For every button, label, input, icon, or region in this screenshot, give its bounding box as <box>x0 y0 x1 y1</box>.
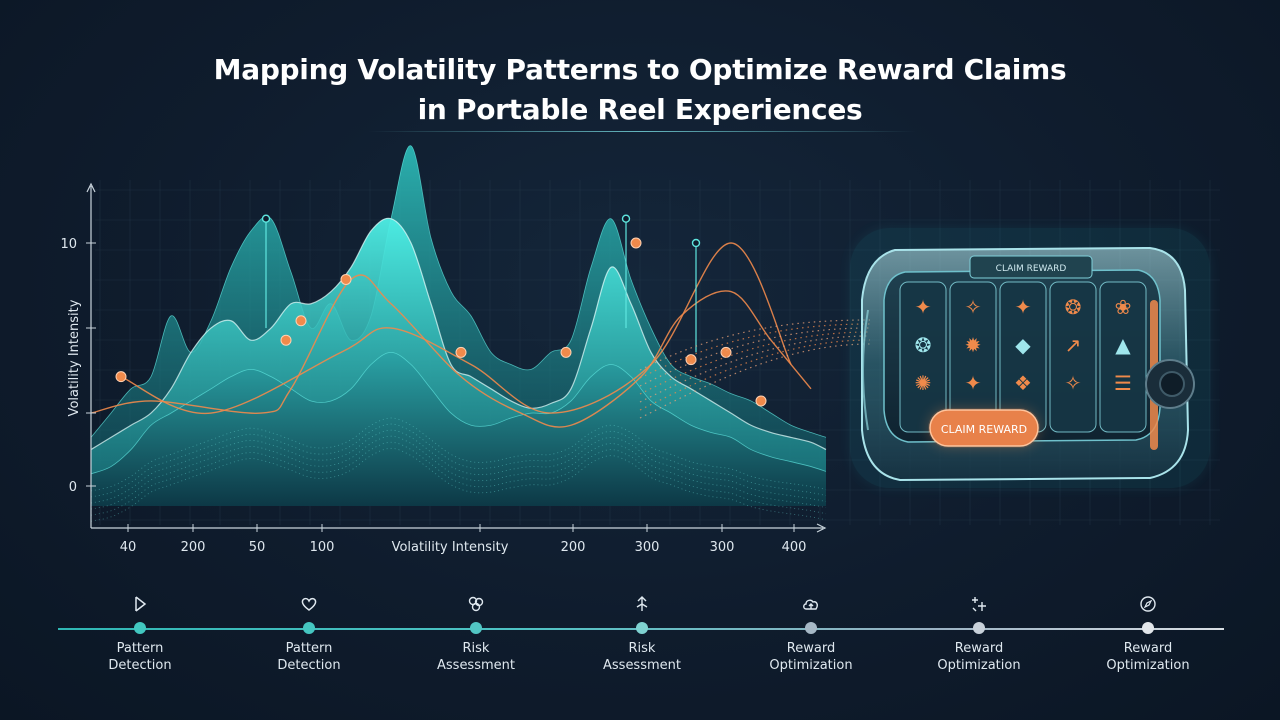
reel-top-plate <box>969 255 1093 279</box>
orange-marker <box>280 334 292 346</box>
reel-symbol-icon: ✦ <box>965 371 982 395</box>
reel-symbol-icon: ✧ <box>965 295 982 319</box>
pin-marker <box>621 214 631 223</box>
reel-top-label: CLAIM REWARD <box>996 264 1067 274</box>
chart-areas <box>90 145 827 522</box>
reel-symbol-icon: ❀ <box>1115 295 1132 319</box>
orange-marker <box>685 354 697 366</box>
pin-marker <box>261 214 271 223</box>
y-axis-label: Volatility Intensity <box>67 299 82 416</box>
claim-reward-button-label: CLAIM REWARD <box>941 423 1027 436</box>
x-tick-label: 300 <box>635 540 660 555</box>
dotted-wave-5 <box>90 441 827 516</box>
dotted-wave-3 <box>90 429 827 504</box>
orange-curve-2 <box>90 274 812 428</box>
stream-line <box>639 327 871 387</box>
orange-marker <box>295 315 307 327</box>
reel-machine: CLAIM REWARD ✦ ❂ ✺ ✧ ✹ ✦ ✦ ◆ ❖ ❂ ↗ ✧ ❀ ▲ ☰ CLAIM REWAR… <box>850 228 1210 488</box>
title-line-2: in Portable Reel Experiences <box>417 93 863 126</box>
pin-marker <box>691 238 701 248</box>
x-axis-label: Volatility Intensity <box>392 540 509 555</box>
area-series-1-edge <box>90 145 827 438</box>
y-tick-label: 10 <box>60 237 77 252</box>
orange-marker <box>115 371 127 383</box>
area-series-3-edge <box>90 351 827 475</box>
orange-marker <box>755 395 767 407</box>
x-tick-label: 200 <box>181 540 206 555</box>
page-title: Mapping Volatility Patterns to Optimize … <box>0 50 1280 130</box>
reel-symbol-icon: ▲ <box>1115 333 1131 357</box>
dotted-wave-6 <box>90 447 827 522</box>
reel-symbol-icon: ❂ <box>915 333 932 357</box>
orange-marker <box>560 346 572 358</box>
orange-marker <box>720 346 732 358</box>
reel-symbol-icon: ✦ <box>1015 295 1032 319</box>
reel-symbol-icon: ↗ <box>1065 333 1082 357</box>
reel-symbol-icon: ❖ <box>1014 371 1032 395</box>
data-stream-connector <box>639 319 871 419</box>
title-underline <box>368 131 916 132</box>
reel-column <box>1049 281 1097 433</box>
x-tick-label: 200 <box>561 540 586 555</box>
reel-column <box>899 281 947 433</box>
chart-pins <box>261 214 701 353</box>
stream-line <box>639 343 871 419</box>
claim-reward-button[interactable] <box>929 409 1039 447</box>
x-tick-label: 40 <box>120 540 137 555</box>
reel-symbol-icon: ✧ <box>1065 371 1082 395</box>
reel-symbol-icon: ✺ <box>915 371 932 395</box>
reel-symbol-icon: ✹ <box>965 333 982 357</box>
dotted-wave-1 <box>90 417 827 492</box>
reel-column <box>1099 281 1147 433</box>
reel-symbol-icon: ✦ <box>915 295 932 319</box>
dotted-wave-4 <box>90 435 827 510</box>
dotted-wave-2 <box>90 423 827 498</box>
area-series-2-edge <box>90 217 827 451</box>
y-tick-label: 0 <box>69 480 77 495</box>
x-tick-label: 300 <box>710 540 735 555</box>
x-tick-label: 400 <box>782 540 807 555</box>
x-tick-label: 50 <box>249 540 266 555</box>
reel-symbol-icon: ❂ <box>1065 295 1082 319</box>
stream-line <box>639 319 871 371</box>
reel-symbol-icon: ◆ <box>1015 333 1031 357</box>
title-line-1: Mapping Volatility Patterns to Optimize … <box>213 53 1067 86</box>
orange-marker <box>455 346 467 358</box>
reel-columns: ✦ ❂ ✺ ✧ ✹ ✦ ✦ ◆ ❖ ❂ ↗ ✧ ❀ ▲ ☰ <box>899 281 1147 433</box>
orange-marker <box>340 273 352 285</box>
chart-orange-curves <box>90 237 812 428</box>
orange-marker <box>630 237 642 249</box>
orange-curve-1 <box>120 242 792 415</box>
x-tick-label: 100 <box>310 540 335 555</box>
reel-symbol-icon: ☰ <box>1114 371 1132 395</box>
